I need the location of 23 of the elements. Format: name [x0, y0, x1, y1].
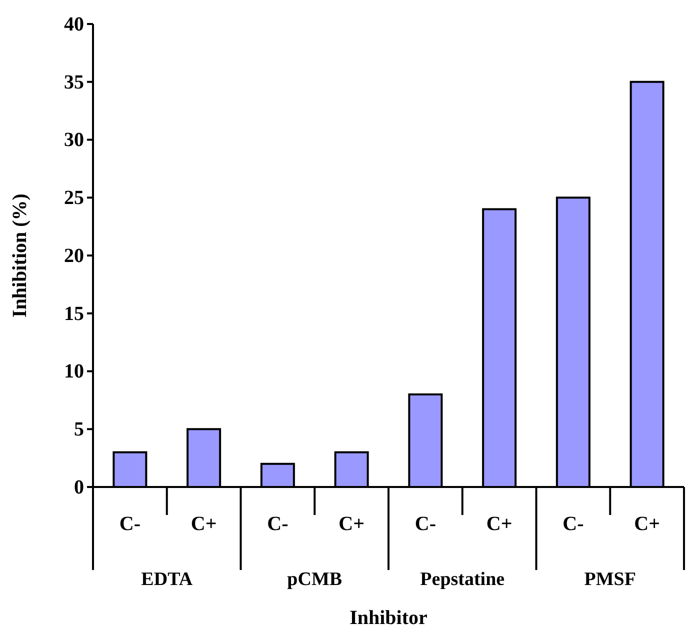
y-tick-label: 25 [64, 187, 84, 210]
y-tick-label: 0 [74, 476, 84, 498]
y-tick-label: 15 [64, 302, 84, 325]
x-tick-label: C+ [190, 513, 217, 535]
y-tick-label: 30 [64, 129, 84, 152]
y-tick-label: 40 [64, 13, 84, 36]
text: EDTA [141, 569, 193, 590]
y-tick-label: 35 [64, 71, 84, 94]
x-tick-label: C- [267, 513, 288, 535]
text: pCMB [287, 569, 342, 590]
x-tick-label: C+ [634, 513, 660, 535]
x-tick-label: C+ [338, 513, 364, 535]
x-axis-title: Inhibitor [350, 607, 428, 629]
y-tick-label: 20 [64, 244, 84, 267]
x-tick-label: C+ [486, 513, 512, 535]
x-tick-label: C- [119, 513, 140, 535]
text: PMSF [584, 569, 636, 590]
x-tick-label: C- [414, 513, 436, 535]
x-tick-label: C- [562, 513, 584, 535]
text: Pepstatine [420, 569, 505, 590]
y-tick-label: 5 [74, 418, 84, 441]
y-axis-title: Inhibition (%) [9, 194, 31, 318]
y-tick-label: 10 [64, 360, 84, 383]
